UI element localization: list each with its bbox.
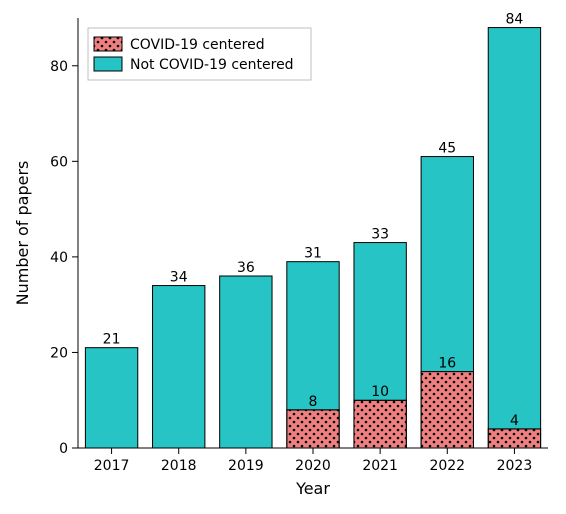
bar-not_covid xyxy=(354,243,406,401)
bar-value-label: 31 xyxy=(304,246,322,262)
bar-value-label: 8 xyxy=(309,394,318,410)
bar-value-label: 21 xyxy=(103,332,121,348)
x-tick-label: 2020 xyxy=(295,458,331,474)
bar-value-label: 45 xyxy=(438,141,456,157)
x-tick-label: 2019 xyxy=(228,458,264,474)
bar-value-label: 36 xyxy=(237,260,255,276)
bar-covid-hatch xyxy=(287,410,339,448)
y-tick-label: 20 xyxy=(50,345,68,361)
bar-not_covid xyxy=(220,276,272,448)
bar-not_covid xyxy=(421,157,473,372)
legend-swatch xyxy=(94,57,122,71)
x-tick-label: 2018 xyxy=(161,458,197,474)
y-tick-label: 80 xyxy=(50,59,68,75)
bar-value-label: 34 xyxy=(170,270,188,286)
legend-label: COVID-19 centered xyxy=(130,37,265,53)
bar-value-label: 33 xyxy=(371,227,389,243)
bar-not_covid xyxy=(287,262,339,410)
x-tick-label: 2017 xyxy=(94,458,130,474)
papers-by-year-chart: 21343683110331645484 2017201820192020202… xyxy=(0,0,566,514)
bar-covid-hatch xyxy=(488,429,540,448)
y-tick-label: 0 xyxy=(59,441,68,457)
bar-value-label: 4 xyxy=(510,413,519,429)
x-axis-label: Year xyxy=(295,479,330,498)
bar-value-label: 10 xyxy=(371,384,389,400)
bar-not_covid xyxy=(488,28,540,429)
bar-value-label: 84 xyxy=(506,12,524,28)
bar-not_covid xyxy=(85,348,137,448)
bar-not_covid xyxy=(153,286,205,448)
x-tick-label: 2023 xyxy=(497,458,533,474)
y-axis-label: Number of papers xyxy=(13,161,32,306)
bar-value-label: 16 xyxy=(438,356,456,372)
y-tick-label: 60 xyxy=(50,154,68,170)
bar-covid-hatch xyxy=(421,372,473,448)
legend-label: Not COVID-19 centered xyxy=(130,57,294,73)
x-tick-label: 2021 xyxy=(362,458,398,474)
y-tick-label: 40 xyxy=(50,250,68,266)
x-tick-label: 2022 xyxy=(429,458,465,474)
bar-covid-hatch xyxy=(354,400,406,448)
